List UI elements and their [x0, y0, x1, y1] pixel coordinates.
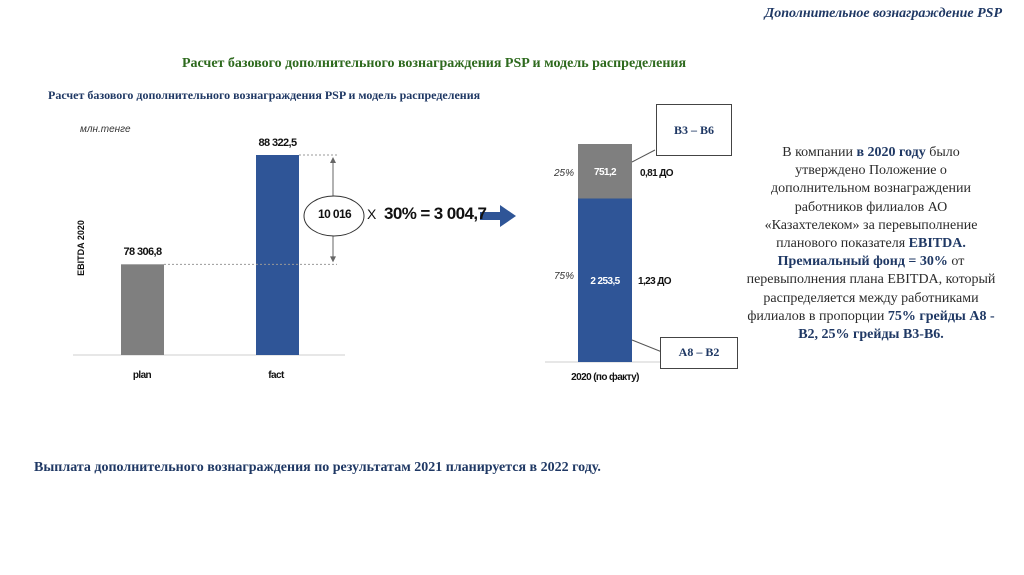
difference-label: 10 016	[318, 207, 352, 221]
percent-label-upper: 25%	[554, 168, 575, 179]
description-part-1: В компании	[782, 145, 857, 160]
percent-label-lower: 75%	[554, 271, 575, 282]
bar-plan	[121, 264, 164, 355]
unit-label: млн.тенге	[80, 124, 131, 135]
description-text: В компании в 2020 году было утверждено П…	[746, 144, 996, 344]
result-arrow-body	[480, 212, 500, 220]
description-bold-1: в 2020 году	[856, 145, 926, 160]
slide-subheading: Расчет базового дополнительного вознагра…	[48, 88, 481, 102]
slide-heading: Расчет базового дополнительного вознагра…	[181, 56, 687, 71]
bar-fact	[256, 155, 299, 355]
connector-a8-b2	[631, 339, 663, 353]
result-arrow-head	[500, 205, 516, 227]
category-label-fact: fact	[268, 370, 284, 381]
footer-note: Выплата дополнительного вознаграждения п…	[34, 460, 601, 475]
bar-value-label-fact: 88 322,5	[258, 137, 297, 149]
category-label-2020: 2020 (по факту)	[571, 372, 639, 383]
category-label-plan: plan	[132, 370, 152, 381]
description-part-2: было утверждено Положение о дополнительн…	[764, 145, 978, 252]
stacked-segment-1	[578, 144, 632, 199]
slide-header-title: Дополнительное вознаграждение PSP	[764, 6, 1002, 21]
description-bold-3: 75% грейды А8 - В2, 25% грейды В3-В6.	[798, 308, 995, 343]
difference-ellipse	[303, 195, 365, 237]
bracket-arrow-down	[330, 256, 336, 263]
segment-note-lower: 1,23 ДО	[638, 276, 672, 287]
group-box-a8-b2: А8 – В2	[660, 337, 738, 369]
segment-label-upper: 751,2	[593, 167, 617, 178]
connector-b3-b6	[631, 149, 656, 163]
group-box-b3-b6: В3 – В6	[656, 104, 732, 156]
description-part-3: от перевыполнения плана EBITDA, который …	[746, 254, 996, 324]
multiply-operator: Х	[367, 206, 377, 222]
stacked-segment-0	[578, 198, 632, 362]
segment-note-upper: 0,81 ДО	[640, 168, 674, 179]
bracket-arrow-up	[330, 157, 336, 163]
bar-value-label-plan: 78 306,8	[123, 246, 162, 259]
bonus-formula: 30% = 3 004,7	[384, 204, 487, 223]
description-bold-2: EBITDA. Премиальный фонд = 30%	[777, 236, 966, 270]
segment-label-lower: 2 253,5	[590, 276, 620, 287]
